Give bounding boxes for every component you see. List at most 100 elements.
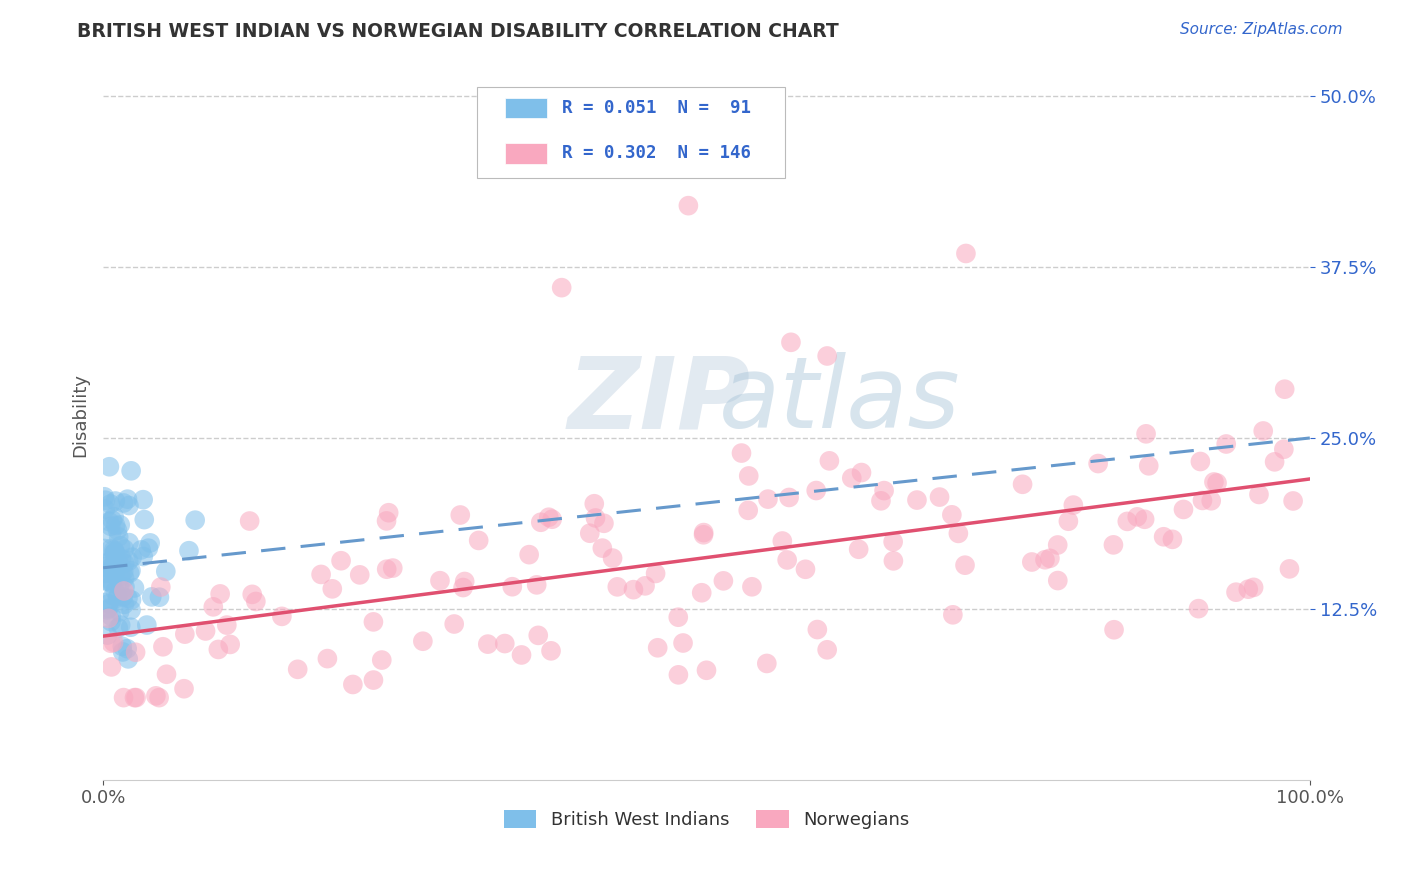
Point xyxy=(101,589,124,603)
Point xyxy=(578,526,600,541)
Point xyxy=(738,469,761,483)
Point xyxy=(1274,382,1296,396)
Point xyxy=(794,562,817,576)
Point xyxy=(882,534,904,549)
Point xyxy=(1062,498,1084,512)
Point xyxy=(124,690,146,705)
Point xyxy=(132,492,155,507)
Point xyxy=(173,681,195,696)
Point xyxy=(815,642,838,657)
Point xyxy=(737,503,759,517)
Point xyxy=(104,547,127,561)
Point xyxy=(666,610,689,624)
Point xyxy=(882,554,904,568)
Point xyxy=(124,581,146,595)
Point xyxy=(841,471,863,485)
Point xyxy=(375,562,398,576)
Point xyxy=(1189,454,1212,468)
Point xyxy=(941,508,963,522)
Point xyxy=(1116,515,1139,529)
Point xyxy=(138,541,160,556)
Point xyxy=(270,609,292,624)
Point xyxy=(97,556,120,570)
Text: R = 0.302  N = 146: R = 0.302 N = 146 xyxy=(561,145,751,162)
Point xyxy=(103,546,125,560)
Point xyxy=(112,565,135,579)
Point xyxy=(530,515,553,529)
Point xyxy=(363,615,385,629)
Point xyxy=(741,580,763,594)
Point xyxy=(118,554,141,568)
Point xyxy=(778,491,800,505)
Point xyxy=(1278,562,1301,576)
Point xyxy=(112,542,135,557)
Point xyxy=(110,551,132,566)
Point xyxy=(100,574,122,588)
FancyBboxPatch shape xyxy=(505,144,547,163)
Point xyxy=(1135,426,1157,441)
Point xyxy=(776,553,799,567)
Point xyxy=(103,509,125,524)
Point xyxy=(96,574,118,588)
Point xyxy=(121,550,143,565)
Point xyxy=(107,589,129,603)
Point xyxy=(1046,574,1069,588)
Point xyxy=(815,349,838,363)
Point xyxy=(112,496,135,510)
Point xyxy=(942,607,965,622)
Point xyxy=(96,566,118,581)
Point xyxy=(100,636,122,650)
Point xyxy=(806,623,828,637)
Point xyxy=(1021,555,1043,569)
Point xyxy=(132,549,155,564)
Point xyxy=(114,571,136,585)
Point xyxy=(1133,512,1156,526)
Point xyxy=(100,609,122,624)
FancyBboxPatch shape xyxy=(505,98,547,119)
Point xyxy=(1137,458,1160,473)
Point xyxy=(363,673,385,687)
Point xyxy=(1173,502,1195,516)
Point xyxy=(120,603,142,617)
Point xyxy=(1102,538,1125,552)
Point xyxy=(647,640,669,655)
Point xyxy=(770,534,793,549)
Point xyxy=(141,590,163,604)
Point xyxy=(1264,455,1286,469)
Point xyxy=(104,566,127,580)
Point xyxy=(184,513,207,527)
Point xyxy=(108,557,131,571)
Point xyxy=(108,579,131,593)
Point xyxy=(1191,493,1213,508)
Point xyxy=(537,510,560,524)
Point xyxy=(1153,530,1175,544)
Point xyxy=(104,583,127,598)
Point xyxy=(1202,475,1225,489)
Point xyxy=(1215,437,1237,451)
Point xyxy=(239,514,262,528)
Point xyxy=(104,545,127,559)
Point xyxy=(98,459,121,474)
Point xyxy=(118,566,141,580)
Point xyxy=(1033,553,1056,567)
Point xyxy=(749,130,772,145)
Point xyxy=(501,580,523,594)
Point xyxy=(103,556,125,570)
Point xyxy=(451,581,474,595)
Point xyxy=(672,636,695,650)
Point xyxy=(429,574,451,588)
Point xyxy=(1011,477,1033,491)
Text: Source: ZipAtlas.com: Source: ZipAtlas.com xyxy=(1180,22,1343,37)
Point xyxy=(713,574,735,588)
Point xyxy=(755,657,778,671)
Point xyxy=(905,493,928,508)
Legend: British West Indians, Norwegians: British West Indians, Norwegians xyxy=(496,803,917,836)
Point xyxy=(953,558,976,573)
Point xyxy=(98,515,121,529)
Point xyxy=(111,645,134,659)
Point xyxy=(870,493,893,508)
Point xyxy=(101,561,124,575)
Text: ZIP: ZIP xyxy=(568,352,751,449)
Point xyxy=(928,490,950,504)
Point xyxy=(94,596,117,610)
